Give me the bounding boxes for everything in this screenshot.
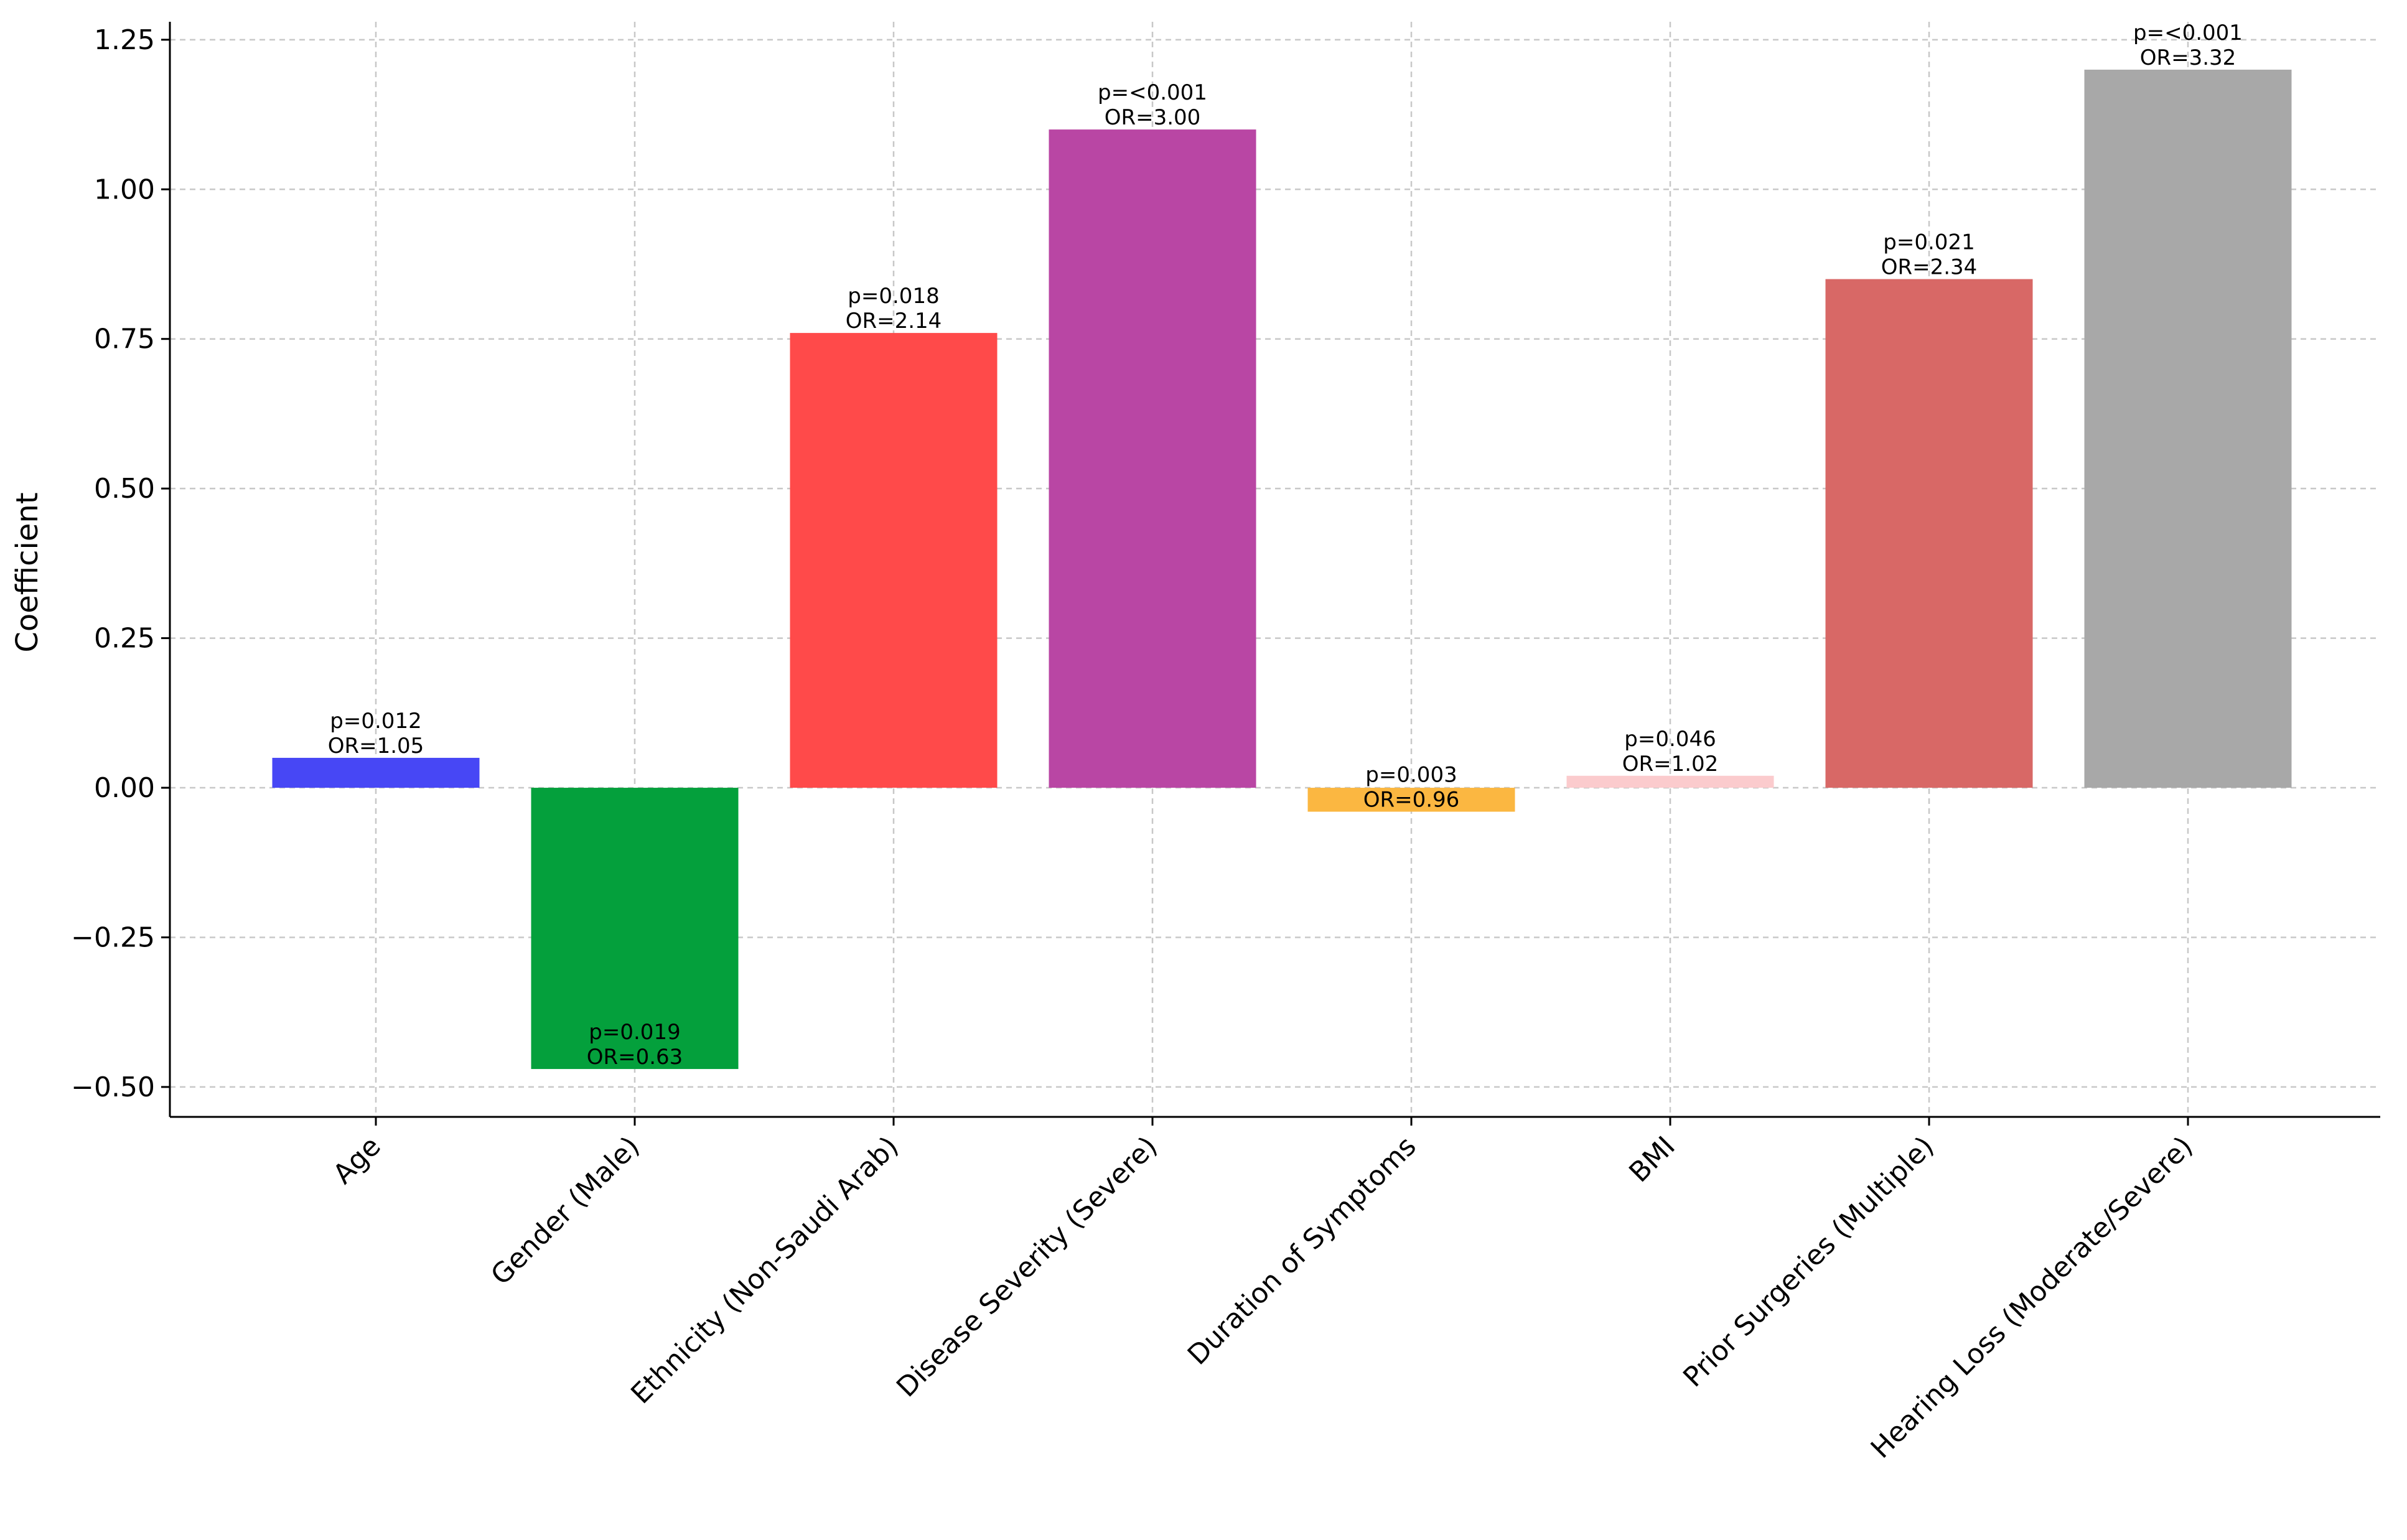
p-value-label: p=<0.001 — [2133, 21, 2243, 45]
y-tick-label: 0.25 — [94, 623, 155, 655]
bar — [790, 333, 998, 788]
odds-ratio-label: OR=1.02 — [1622, 752, 1719, 777]
odds-ratio-label: OR=3.32 — [2140, 45, 2236, 70]
p-value-label: p=0.046 — [1624, 727, 1716, 752]
p-value-label: p=0.003 — [1365, 763, 1457, 788]
y-tick-label: 1.00 — [94, 174, 155, 205]
y-tick-label: 0.00 — [94, 772, 155, 804]
x-category-label: Prior Surgeries (Multiple) — [1677, 1131, 1940, 1394]
x-category-label: Gender (Male) — [485, 1131, 646, 1292]
bar — [1307, 788, 1515, 812]
x-category-label: Age — [327, 1131, 387, 1190]
x-category-label: Hearing Loss (Moderate/Severe) — [1865, 1131, 2199, 1465]
bar-labels: p=0.012OR=1.05p=0.019OR=0.63p=0.018OR=2.… — [328, 21, 2243, 1070]
odds-ratio-label: OR=2.34 — [1881, 255, 1978, 280]
bar — [531, 788, 739, 1070]
bar — [2084, 69, 2292, 788]
bar — [1049, 129, 1256, 788]
y-tick-label: 1.25 — [94, 24, 155, 56]
x-category-label: BMI — [1623, 1131, 1681, 1188]
odds-ratio-label: OR=0.63 — [587, 1045, 683, 1070]
bar — [272, 757, 480, 788]
x-category-label: Ethnicity (Non-Saudi Arab) — [625, 1131, 904, 1410]
x-category-label: Duration of Symptoms — [1182, 1131, 1423, 1371]
odds-ratio-label: OR=0.96 — [1363, 788, 1460, 813]
p-value-label: p=<0.001 — [1098, 80, 1207, 105]
y-tick-label: 0.75 — [94, 324, 155, 355]
p-value-label: p=0.021 — [1883, 230, 1975, 255]
y-tick-label: 0.50 — [94, 473, 155, 505]
y-tick-label: −0.50 — [71, 1071, 155, 1103]
bar — [1825, 279, 2033, 788]
odds-ratio-label: OR=1.05 — [328, 734, 424, 758]
y-tick-label: −0.25 — [71, 922, 155, 953]
bar — [1566, 775, 1774, 788]
x-category-label: Disease Severity (Severe) — [890, 1131, 1164, 1404]
p-value-label: p=0.018 — [848, 284, 939, 309]
p-value-label: p=0.012 — [330, 709, 421, 734]
grid-lines — [170, 22, 2380, 1117]
p-value-label: p=0.019 — [589, 1020, 680, 1045]
odds-ratio-label: OR=3.00 — [1105, 105, 1201, 130]
odds-ratio-label: OR=2.14 — [846, 309, 942, 334]
y-axis-title: Coefficient — [10, 492, 45, 652]
bars — [272, 69, 2292, 1070]
